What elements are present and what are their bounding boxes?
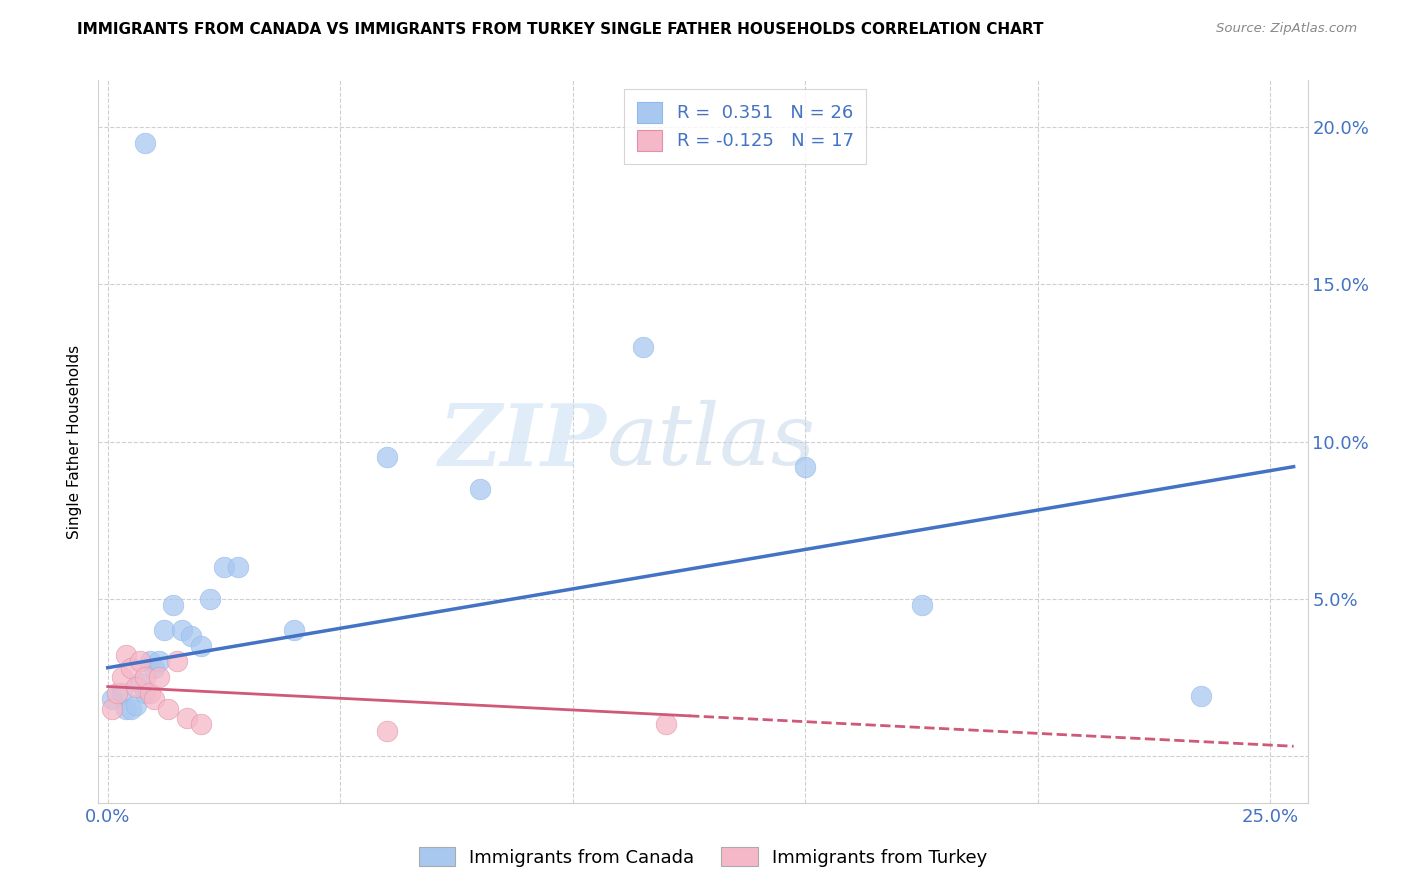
Point [138, 655, 160, 669]
Point [172, 623, 194, 637]
Point [120, 701, 142, 715]
Point [129, 676, 152, 690]
Point [111, 686, 134, 700]
Point [190, 717, 212, 731]
Point [148, 655, 170, 669]
Point [101, 692, 124, 706]
Point [794, 459, 817, 474]
Point [166, 655, 188, 669]
Point [124, 680, 146, 694]
Point [120, 661, 142, 675]
Point [134, 136, 156, 150]
Point [157, 701, 180, 715]
Point [115, 701, 138, 715]
Point [375, 723, 398, 738]
Point [143, 692, 166, 706]
Point [115, 648, 138, 662]
Point [468, 482, 491, 496]
Point [283, 623, 305, 637]
Point [124, 698, 146, 713]
Point [1189, 689, 1212, 703]
Point [190, 639, 212, 653]
Point [148, 670, 170, 684]
Text: Source: ZipAtlas.com: Source: ZipAtlas.com [1216, 22, 1357, 36]
Point [152, 623, 174, 637]
Point [375, 450, 398, 465]
Text: atlas: atlas [606, 401, 815, 483]
Point [105, 686, 128, 700]
Text: IMMIGRANTS FROM CANADA VS IMMIGRANTS FROM TURKEY SINGLE FATHER HOUSEHOLDS CORREL: IMMIGRANTS FROM CANADA VS IMMIGRANTS FRO… [77, 22, 1043, 37]
Point [134, 686, 156, 700]
Point [162, 598, 184, 612]
Text: ZIP: ZIP [439, 400, 606, 483]
Point [176, 711, 198, 725]
Point [101, 701, 124, 715]
Point [212, 560, 235, 574]
Legend: Immigrants from Canada, Immigrants from Turkey: Immigrants from Canada, Immigrants from … [412, 840, 994, 874]
Point [111, 670, 134, 684]
Point [226, 560, 249, 574]
Point [138, 686, 160, 700]
Y-axis label: Single Father Households: Single Father Households [67, 344, 83, 539]
Legend: R =  0.351   N = 26, R = -0.125   N = 17: R = 0.351 N = 26, R = -0.125 N = 17 [624, 89, 866, 163]
Point [129, 655, 152, 669]
Point [198, 591, 221, 606]
Point [910, 598, 932, 612]
Point [143, 661, 166, 675]
Point [631, 340, 654, 354]
Point [655, 717, 678, 731]
Point [180, 629, 202, 643]
Point [134, 670, 156, 684]
